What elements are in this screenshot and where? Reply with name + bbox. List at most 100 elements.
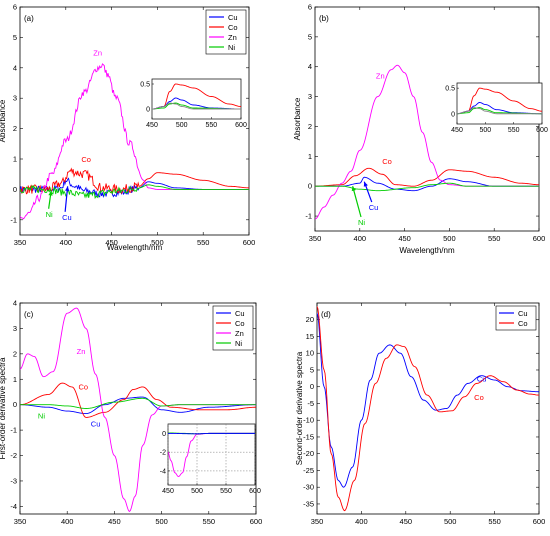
- annotation-label: Ni: [38, 412, 45, 421]
- y-tick-label: 1: [13, 155, 17, 164]
- x-tick-label: 600: [250, 517, 263, 526]
- y-tick-label: -20: [303, 449, 314, 458]
- y-tick-label: -1: [305, 212, 312, 221]
- inset-x-tick-label: 550: [205, 122, 217, 129]
- y-tick-label: 3: [13, 324, 17, 333]
- annotation-label: Zn: [93, 49, 102, 58]
- x-tick-label: 400: [61, 517, 74, 526]
- annotation-label: Co: [79, 382, 89, 391]
- y-tick-label: -30: [303, 483, 314, 492]
- inset-y-tick-label: 0.5: [445, 86, 455, 93]
- inset-x-tick-label: 600: [536, 127, 548, 134]
- legend-box: [495, 305, 537, 331]
- series-line-cu: [20, 396, 256, 415]
- y-tick-label: 1: [308, 152, 312, 161]
- y-tick-label: -15: [303, 432, 314, 441]
- panel-b: 350 400 450 500 550 600 -1 0 1 2 3 4 5 6 Wavelength/nm…: [293, 3, 548, 256]
- y-tick-label: 6: [13, 3, 17, 12]
- y-tick-label: -1: [10, 426, 17, 435]
- y-tick-label: 0: [308, 182, 312, 191]
- x-tick-label: 450: [400, 517, 413, 526]
- annotation-label: Cu: [62, 213, 72, 222]
- legend-entry: Co: [518, 319, 528, 328]
- inset-x-tick-label: 500: [191, 488, 203, 495]
- inset-plot-area: [456, 82, 543, 125]
- y-tick-label: -2: [10, 451, 17, 460]
- legend-entry: Ni: [228, 43, 235, 52]
- x-tick-label: 550: [488, 234, 501, 243]
- x-tick-label: 350: [14, 517, 27, 526]
- inset-series-line-zn: [152, 102, 241, 110]
- annotation-label: Cu: [91, 419, 101, 428]
- panel-label: (a): [24, 14, 34, 23]
- legend-entry: Cu: [228, 13, 238, 22]
- y-tick-label: 2: [13, 124, 17, 133]
- y-tick-label: 4: [13, 63, 17, 72]
- inset-y-tick-label: -2: [160, 450, 166, 457]
- legend-entry: Co: [228, 23, 238, 32]
- y-tick-label: 4: [308, 62, 312, 71]
- x-tick-label: 600: [243, 238, 256, 247]
- inset-x-tick-label: 450: [146, 122, 158, 129]
- inset-x-tick-label: 600: [235, 122, 247, 129]
- inset: 450 500 550 600 0 0.5: [140, 78, 247, 129]
- annotation-label: Zn: [376, 72, 385, 81]
- annotation-label: Ni: [46, 210, 53, 219]
- y-tick-label: -25: [303, 466, 314, 475]
- inset-y-tick-label: 0: [146, 107, 150, 114]
- legend-entry: Ni: [235, 339, 242, 348]
- inset-y-tick-label: 0: [451, 111, 455, 118]
- x-tick-label: 400: [354, 234, 367, 243]
- inset-x-tick-label: 550: [508, 127, 520, 134]
- series-line-cu: [317, 312, 539, 488]
- x-tick-label: 600: [533, 234, 546, 243]
- inset-y-tick-label: 0: [162, 431, 166, 438]
- x-tick-label: 550: [203, 517, 216, 526]
- plot-area: [316, 302, 540, 515]
- annotation-label: Co: [474, 393, 484, 402]
- inset-x-tick-label: 450: [162, 488, 174, 495]
- y-tick-label: 6: [308, 3, 312, 12]
- y-tick-label: 4: [13, 299, 17, 308]
- x-tick-label: 600: [533, 517, 546, 526]
- y-tick-label: 15: [306, 332, 314, 341]
- x-tick-label: 450: [105, 238, 118, 247]
- series-line-ni: [20, 397, 256, 409]
- inset-series-line-co: [152, 83, 241, 110]
- y-tick-label: -35: [303, 499, 314, 508]
- legend-entry: Cu: [235, 309, 245, 318]
- annotation-label: Cu: [477, 375, 487, 384]
- x-tick-label: 350: [309, 234, 322, 243]
- inset-x-tick-label: 500: [479, 127, 491, 134]
- annotation-label: Ni: [358, 218, 365, 227]
- inset-plot-area: [151, 78, 242, 120]
- inset-y-tick-label: -4: [160, 468, 166, 475]
- series-line-co: [20, 167, 249, 195]
- panel-a: 350 400 450 500 550 600 -1 0 1 2 3 4 5 6 Wavelength/nm…: [0, 3, 255, 253]
- y-tick-label: 2: [308, 122, 312, 131]
- y-tick-label: 5: [310, 365, 314, 374]
- legend-entry: Zn: [235, 329, 244, 338]
- inset-series-line-co: [457, 87, 542, 115]
- inset-plot-area: [167, 423, 256, 486]
- panel-c: 350 400 450 500 550 600 -4 -3 -2 -1 0 1 2 3 4 First-ord…: [0, 299, 262, 527]
- y-tick-label: -5: [307, 399, 314, 408]
- series-line-co: [317, 306, 539, 512]
- legend-entry: Cu: [518, 309, 528, 318]
- y-tick-label: 5: [13, 33, 17, 42]
- x-tick-label: 500: [155, 517, 168, 526]
- y-tick-label: -1: [10, 215, 17, 224]
- x-tick-label: 500: [151, 238, 164, 247]
- annotation-label: Co: [81, 155, 91, 164]
- y-tick-label: 2: [13, 349, 17, 358]
- y-tick-label: 5: [308, 32, 312, 41]
- panel-label: (d): [321, 310, 331, 319]
- y-tick-label: 0: [13, 185, 17, 194]
- legend-entry: Co: [235, 319, 245, 328]
- y-tick-label: 20: [306, 315, 314, 324]
- legend-entry: Zn: [228, 33, 237, 42]
- y-tick-label: 3: [308, 92, 312, 101]
- series-line-ni: [20, 184, 249, 200]
